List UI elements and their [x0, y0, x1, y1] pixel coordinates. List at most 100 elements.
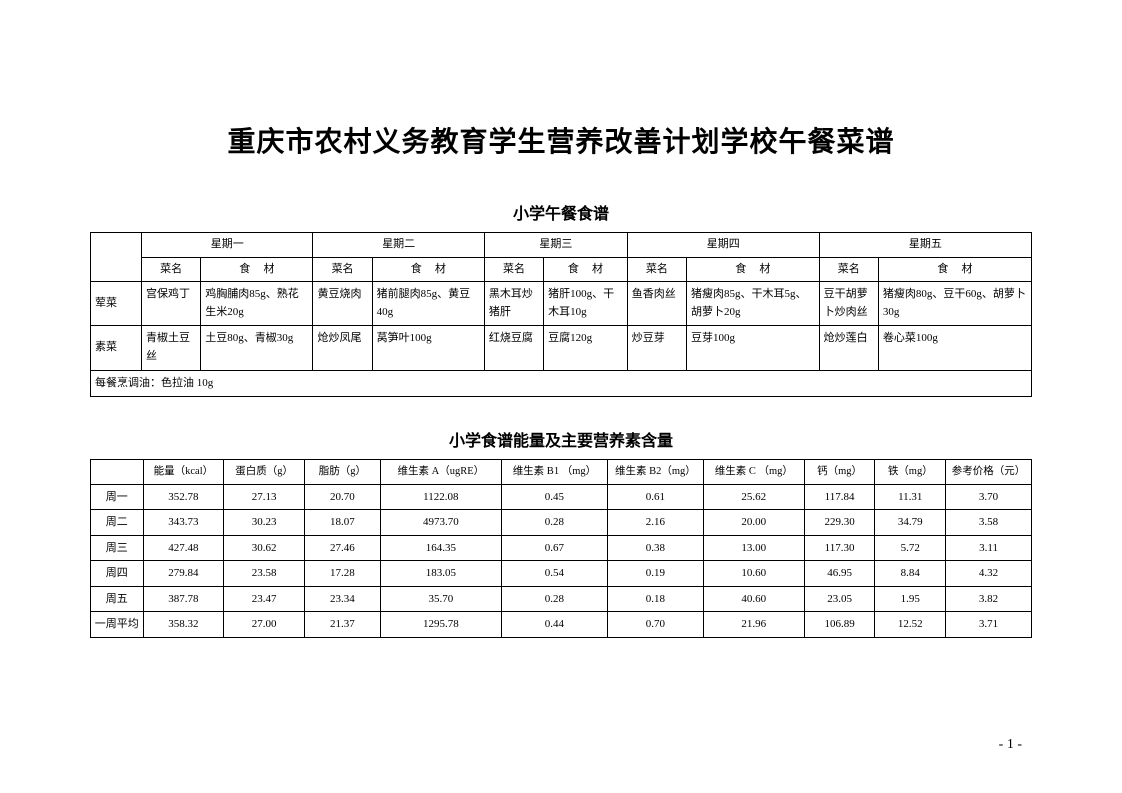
nutrition-cell: 10.60 — [703, 561, 804, 587]
dish-cell: 红烧豆腐 — [484, 326, 543, 370]
dish-cell: 黄豆烧肉 — [313, 282, 372, 326]
nutrition-cell: 25.62 — [703, 484, 804, 510]
nutrition-cell: 40.60 — [703, 586, 804, 612]
dish-cell: 炒豆芽 — [627, 326, 686, 370]
dish-cell: 宫保鸡丁 — [142, 282, 201, 326]
sub-header-dish: 菜名 — [819, 257, 878, 282]
nutrition-cell: 21.37 — [305, 612, 381, 638]
nutrition-cell: 0.54 — [501, 561, 607, 587]
nutrition-cell: 106.89 — [804, 612, 875, 638]
day-header: 星期三 — [484, 233, 627, 258]
nutrition-cell: 3.71 — [946, 612, 1032, 638]
nutrition-header: 脂肪（g） — [305, 460, 381, 485]
nutrition-cell: 0.28 — [501, 510, 607, 536]
nutrition-cell: 23.34 — [305, 586, 381, 612]
sub-header-dish: 菜名 — [484, 257, 543, 282]
nutrition-cell: 3.82 — [946, 586, 1032, 612]
nutrition-row: 周二343.7330.2318.074973.700.282.1620.0022… — [91, 510, 1032, 536]
nutrition-cell: 164.35 — [380, 535, 501, 561]
nutrition-cell: 183.05 — [380, 561, 501, 587]
sub-header-ing: 食材 — [372, 257, 484, 282]
day-header: 星期二 — [313, 233, 484, 258]
nutrition-cell: 35.70 — [380, 586, 501, 612]
nutrition-header: 能量（kcal） — [143, 460, 224, 485]
nutrition-cell: 20.00 — [703, 510, 804, 536]
nutrition-cell: 3.11 — [946, 535, 1032, 561]
main-title: 重庆市农村义务教育学生营养改善计划学校午餐菜谱 — [90, 120, 1032, 160]
sub-header-dish: 菜名 — [142, 257, 201, 282]
nutrition-cell: 3.70 — [946, 484, 1032, 510]
ing-cell: 鸡胸脯肉85g、熟花生米20g — [201, 282, 313, 326]
nutrition-cell: 0.18 — [607, 586, 703, 612]
nutrition-cell: 427.48 — [143, 535, 224, 561]
nutrition-cell: 23.58 — [224, 561, 305, 587]
nutrition-row-label: 周五 — [91, 586, 144, 612]
menu-row-veg: 素菜 青椒土豆丝 土豆80g、青椒30g 炝炒凤尾 莴笋叶100g 红烧豆腐 豆… — [91, 326, 1032, 370]
nutrition-cell: 27.00 — [224, 612, 305, 638]
day-header: 星期一 — [142, 233, 313, 258]
day-header: 星期五 — [819, 233, 1031, 258]
nutrition-row: 周四279.8423.5817.28183.050.540.1910.6046.… — [91, 561, 1032, 587]
nutrition-row-label: 一周平均 — [91, 612, 144, 638]
nutrition-cell: 1122.08 — [380, 484, 501, 510]
nutrition-cell: 0.19 — [607, 561, 703, 587]
nutrition-cell: 0.28 — [501, 586, 607, 612]
ing-cell: 猪瘦肉85g、干木耳5g、胡萝卜20g — [686, 282, 819, 326]
sub-header-ing: 食材 — [201, 257, 313, 282]
nutrition-cell: 0.38 — [607, 535, 703, 561]
ing-cell: 豆芽100g — [686, 326, 819, 370]
nutrition-cell: 0.67 — [501, 535, 607, 561]
dish-cell: 青椒土豆丝 — [142, 326, 201, 370]
nutrition-row: 一周平均358.3227.0021.371295.780.440.7021.96… — [91, 612, 1032, 638]
menu-header-sub: 菜名 食材 菜名 食材 菜名 食材 菜名 食材 菜名 食材 — [91, 257, 1032, 282]
ing-cell: 卷心菜100g — [878, 326, 1031, 370]
nutrition-cell: 279.84 — [143, 561, 224, 587]
nutrition-header: 维生素 C （mg） — [703, 460, 804, 485]
nutrition-header — [91, 460, 144, 485]
nutrition-cell: 0.44 — [501, 612, 607, 638]
sub-header-ing: 食材 — [878, 257, 1031, 282]
nutrition-cell: 229.30 — [804, 510, 875, 536]
nutrition-cell: 8.84 — [875, 561, 946, 587]
oil-note: 每餐烹调油：色拉油 10g — [91, 370, 1032, 397]
sub-header-ing: 食材 — [686, 257, 819, 282]
nutrition-cell: 3.58 — [946, 510, 1032, 536]
nutrition-header: 铁（mg） — [875, 460, 946, 485]
ing-cell: 豆腐120g — [544, 326, 628, 370]
nutrition-header: 参考价格（元） — [946, 460, 1032, 485]
nutrition-header-row: 能量（kcal） 蛋白质（g） 脂肪（g） 维生素 A（ugRE） 维生素 B1… — [91, 460, 1032, 485]
nutrition-cell: 18.07 — [305, 510, 381, 536]
sub-header-dish: 菜名 — [627, 257, 686, 282]
nutrition-row: 周三427.4830.6227.46164.350.670.3813.00117… — [91, 535, 1032, 561]
nutrition-cell: 352.78 — [143, 484, 224, 510]
nutrition-cell: 13.00 — [703, 535, 804, 561]
nutrition-header: 蛋白质（g） — [224, 460, 305, 485]
nutrition-table: 能量（kcal） 蛋白质（g） 脂肪（g） 维生素 A（ugRE） 维生素 B1… — [90, 459, 1032, 638]
dish-cell: 炝炒凤尾 — [313, 326, 372, 370]
sub-header-ing: 食材 — [544, 257, 628, 282]
nutrition-cell: 27.13 — [224, 484, 305, 510]
dish-cell: 豆干胡萝卜炒肉丝 — [819, 282, 878, 326]
nutrition-cell: 4973.70 — [380, 510, 501, 536]
nutrition-row-label: 周一 — [91, 484, 144, 510]
nutrition-cell: 358.32 — [143, 612, 224, 638]
document-page: 重庆市农村义务教育学生营养改善计划学校午餐菜谱 小学午餐食谱 星期一 星期二 星… — [0, 0, 1122, 678]
menu-subtitle: 小学午餐食谱 — [90, 200, 1032, 224]
row-label: 素菜 — [91, 326, 142, 370]
nutrition-cell: 27.46 — [305, 535, 381, 561]
nutrition-header: 维生素 A（ugRE） — [380, 460, 501, 485]
nutrition-cell: 20.70 — [305, 484, 381, 510]
nutrition-cell: 4.32 — [946, 561, 1032, 587]
nutrition-cell: 117.30 — [804, 535, 875, 561]
nutrition-row-label: 周三 — [91, 535, 144, 561]
nutrition-cell: 1295.78 — [380, 612, 501, 638]
nutrition-cell: 23.47 — [224, 586, 305, 612]
nutrition-cell: 0.70 — [607, 612, 703, 638]
menu-row-oil: 每餐烹调油：色拉油 10g — [91, 370, 1032, 397]
nutrition-subtitle: 小学食谱能量及主要营养素含量 — [90, 427, 1032, 451]
nutrition-cell: 21.96 — [703, 612, 804, 638]
dish-cell: 鱼香肉丝 — [627, 282, 686, 326]
nutrition-header: 钙（mg） — [804, 460, 875, 485]
ing-cell: 猪前腿肉85g、黄豆40g — [372, 282, 484, 326]
nutrition-header: 维生素 B2（mg） — [607, 460, 703, 485]
